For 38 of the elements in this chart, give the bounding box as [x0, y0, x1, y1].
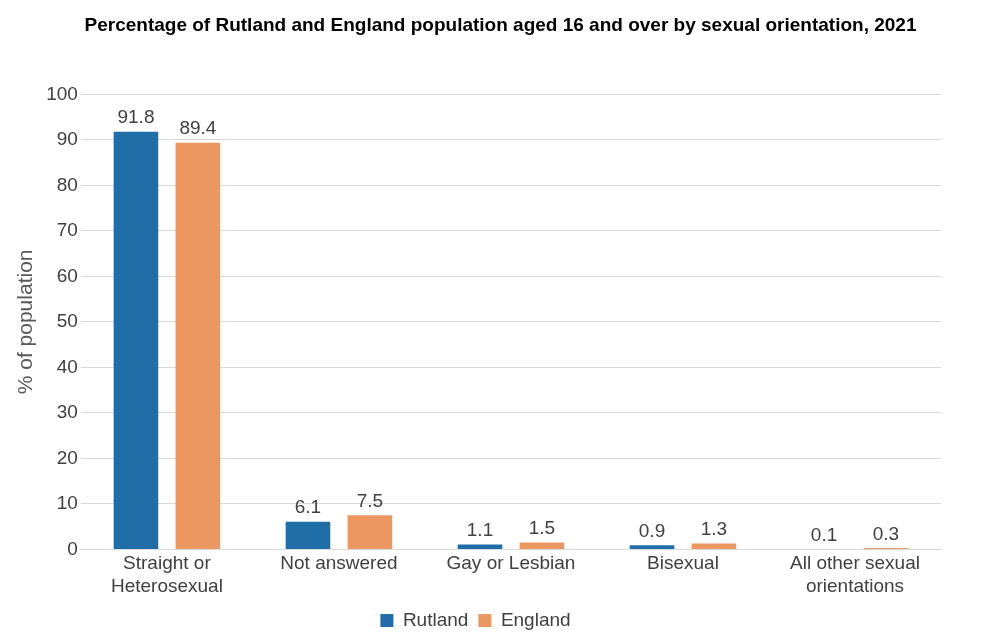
y-tick-label: 40 — [56, 355, 78, 377]
bar — [175, 142, 221, 549]
legend-label: England — [500, 608, 571, 630]
data-label: 1.3 — [700, 518, 728, 540]
data-label: 91.8 — [117, 106, 155, 128]
bar — [113, 131, 159, 549]
data-label: 89.4 — [179, 117, 217, 139]
y-tick-label: 70 — [56, 219, 78, 241]
y-tick-label: 0 — [67, 537, 78, 559]
bar — [519, 542, 565, 549]
x-tick-label: Not answered — [280, 552, 398, 574]
legend-label: Rutland — [402, 608, 469, 630]
data-label: 7.5 — [356, 490, 384, 512]
y-tick-label: 20 — [56, 446, 78, 468]
y-tick-label: 30 — [56, 401, 78, 423]
data-label: 0.3 — [872, 522, 900, 544]
y-tick-label: 90 — [56, 128, 78, 150]
data-label: 1.5 — [528, 517, 556, 539]
bar — [629, 545, 675, 549]
y-tick-label: 10 — [56, 492, 78, 514]
data-label: 0.1 — [810, 523, 838, 545]
x-tick-label: All other sexual orientations — [790, 552, 920, 596]
bar — [691, 543, 737, 549]
bar — [457, 544, 503, 549]
bar — [285, 521, 331, 549]
data-label: 0.9 — [638, 520, 666, 542]
data-label: 6.1 — [294, 496, 322, 518]
chart-title: Percentage of Rutland and England population aged 16 and over by sexual orientation, 2021 — [83, 13, 918, 37]
data-label: 1.1 — [466, 519, 494, 541]
y-tick-label: 80 — [56, 173, 78, 195]
y-tick-label: 100 — [46, 82, 78, 104]
x-tick-label: Gay or Lesbian — [446, 552, 576, 574]
y-tick-label: 50 — [56, 310, 78, 332]
bar — [347, 515, 393, 549]
x-tick-label: Bisexual — [647, 552, 719, 574]
x-tick-label: Straight or Heterosexual — [110, 552, 223, 596]
y-axis-title: % of population — [13, 249, 37, 395]
y-tick-label: 60 — [56, 264, 78, 286]
